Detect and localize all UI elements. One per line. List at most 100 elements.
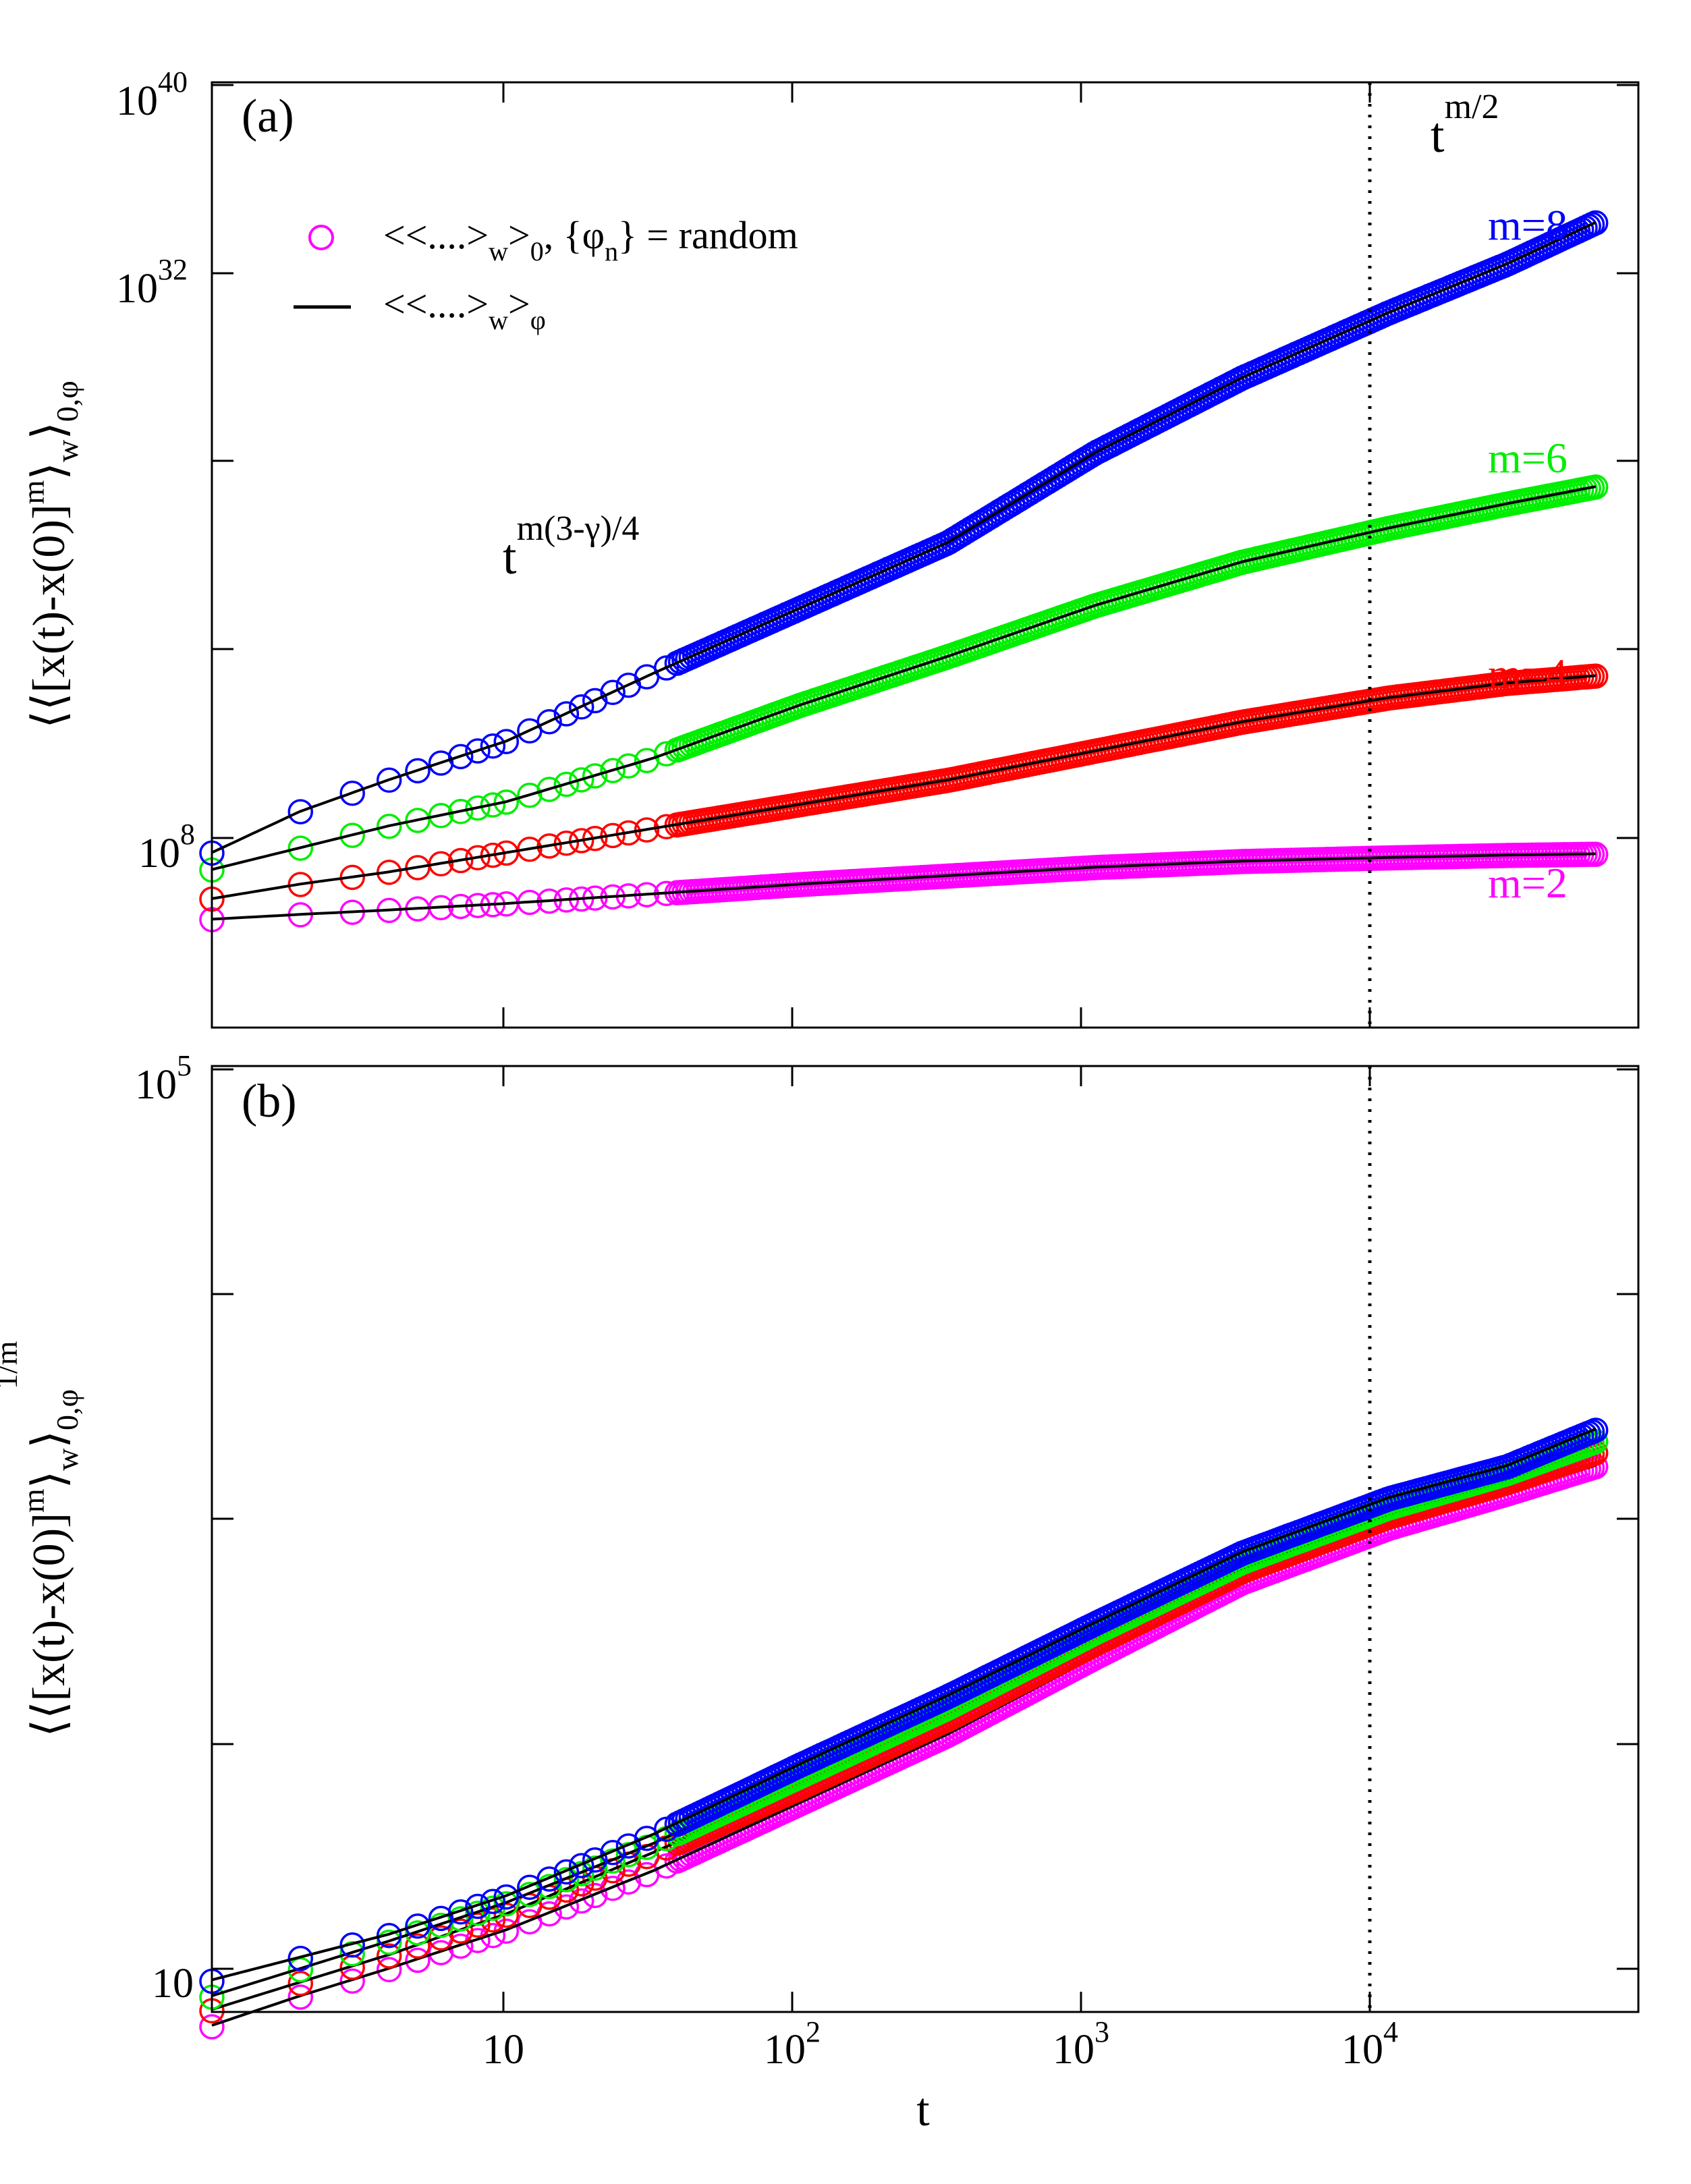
data-point-m8 bbox=[287, 799, 314, 824]
data-point-m6 bbox=[405, 808, 431, 833]
data-point-m4 bbox=[465, 1912, 491, 1938]
data-point-m4 bbox=[287, 872, 314, 897]
xtick-label: 102 bbox=[764, 2015, 821, 2073]
data-point-m8 bbox=[405, 758, 431, 784]
fit-line-m4 bbox=[211, 674, 1596, 900]
data-point-m6 bbox=[339, 822, 365, 848]
data-point-m6 bbox=[405, 1920, 431, 1946]
data-point-m6 bbox=[517, 782, 543, 808]
panel-b-ylabel: ⟨⟨[x(t)-x(0)]m⟩w⟩0,φ1/m bbox=[0, 1341, 84, 1737]
data-point-m8 bbox=[493, 729, 520, 754]
fit-line-m6 bbox=[211, 485, 1597, 871]
data-point-m6 bbox=[568, 767, 594, 793]
data-point-m6 bbox=[536, 1874, 562, 1899]
data-point-m8 bbox=[615, 1833, 642, 1859]
fit-line-m8 bbox=[211, 1428, 1597, 1982]
panel-a: 1040 1032 108 (a) <<....>w>0, {φn} = ran… bbox=[16, 65, 1640, 1029]
data-point-m6 bbox=[568, 1861, 594, 1886]
panel-a-data-marks bbox=[199, 210, 1609, 932]
legend-marker-circle bbox=[308, 225, 334, 250]
data-point-m4 bbox=[615, 820, 642, 846]
data-point-m2 bbox=[287, 1984, 314, 2010]
panel-a-label: (a) bbox=[242, 90, 294, 142]
data-point-m8 bbox=[582, 1847, 608, 1873]
data-point-m6 bbox=[553, 771, 580, 797]
panel-a-ytick-label: 1032 bbox=[116, 253, 188, 312]
panel-b-ytick-label: 10 bbox=[152, 1961, 194, 2007]
series-label-m4: m=4 bbox=[1488, 650, 1568, 698]
panel-a-ylabel: ⟨⟨[x(t)-x(0)]m⟩w⟩0,φ bbox=[16, 381, 84, 729]
data-point-m6 bbox=[582, 763, 608, 789]
data-point-m4 bbox=[447, 847, 474, 874]
data-point-m4 bbox=[634, 817, 660, 843]
data-point-m8 bbox=[553, 701, 580, 727]
data-point-m8 bbox=[553, 1859, 580, 1885]
panel-b-label: (b) bbox=[242, 1075, 297, 1127]
panel-a-ytick-label: 1040 bbox=[116, 65, 188, 124]
annotation-slope-early: tm(3-γ)/4 bbox=[503, 509, 639, 585]
series-m8-circles bbox=[199, 1418, 1609, 1994]
data-point-m6 bbox=[376, 1930, 402, 1955]
data-point-m2 bbox=[339, 1968, 365, 1994]
legend-label-phase-average: <<....>w>φ bbox=[383, 282, 546, 335]
data-point-m8 bbox=[339, 780, 365, 806]
data-point-m2 bbox=[405, 1947, 431, 1973]
data-point-m4 bbox=[480, 842, 506, 868]
panel-a-x-ticks bbox=[502, 82, 1371, 1028]
data-point-m8 bbox=[493, 1884, 520, 1910]
data-point-m6 bbox=[447, 799, 474, 824]
panel-b: 105 10 10 102 103 104 t (b) ⟨⟨[x(t)-x(0)… bbox=[0, 1049, 1640, 2136]
data-point-m8 bbox=[287, 1945, 314, 1971]
data-point-m8 bbox=[536, 708, 562, 735]
data-point-m8 bbox=[568, 1853, 594, 1878]
data-point-m4 bbox=[553, 830, 580, 856]
data-point-m4 bbox=[376, 1943, 402, 1969]
data-point-m6 bbox=[600, 758, 626, 783]
series-label-m6: m=6 bbox=[1488, 434, 1568, 482]
data-point-m6 bbox=[493, 789, 520, 815]
data-point-m6 bbox=[428, 803, 454, 829]
data-point-m4 bbox=[287, 1970, 314, 1996]
series-m6-circles bbox=[199, 474, 1609, 883]
data-point-m8 bbox=[376, 1922, 402, 1949]
data-point-m6 bbox=[1582, 474, 1609, 500]
data-point-m2 bbox=[376, 1957, 402, 1983]
fit-line-m2 bbox=[211, 852, 1596, 921]
xtick-label: 103 bbox=[1053, 2015, 1109, 2073]
data-point-m6 bbox=[465, 795, 491, 821]
data-point-m6 bbox=[600, 1848, 626, 1874]
annotation-slope-late: tm/2 bbox=[1431, 88, 1499, 163]
data-point-m6 bbox=[493, 1891, 520, 1917]
data-point-m4 bbox=[582, 825, 608, 851]
x-axis-label: t bbox=[916, 2084, 930, 2136]
xtick-label: 10 bbox=[482, 2027, 524, 2073]
data-point-m4 bbox=[405, 1933, 431, 1959]
legend: <<....>w>0, {φn} = random <<....>w>φ bbox=[294, 213, 798, 335]
panel-b-data-marks bbox=[199, 1418, 1609, 2040]
data-point-m8 bbox=[536, 1866, 562, 1892]
data-point-m4 bbox=[447, 1918, 474, 1944]
fit-line-m8 bbox=[211, 221, 1597, 854]
data-point-m6 bbox=[582, 1855, 608, 1881]
data-point-m4 bbox=[465, 845, 491, 871]
data-point-m8 bbox=[480, 733, 506, 759]
data-point-m6 bbox=[339, 1940, 365, 1967]
panel-b-y-ticks bbox=[212, 1068, 1638, 1970]
series-m4-circles bbox=[199, 663, 1609, 912]
data-point-m6 bbox=[376, 813, 402, 839]
panel-a-y-ticks bbox=[212, 84, 1638, 839]
data-point-m6 bbox=[447, 1906, 474, 1932]
data-point-m6 bbox=[480, 792, 506, 818]
data-point-m8 bbox=[600, 1839, 626, 1866]
series-label-m8: m=8 bbox=[1488, 201, 1568, 249]
data-point-m4 bbox=[536, 833, 562, 859]
data-point-m8 bbox=[447, 744, 474, 770]
series-m8-circles bbox=[199, 210, 1609, 866]
data-point-m6 bbox=[553, 1867, 580, 1893]
data-point-m6 bbox=[615, 753, 642, 779]
data-point-m8 bbox=[1582, 1418, 1609, 1443]
data-point-m8 bbox=[376, 767, 402, 793]
panel-b-ytick-label: 105 bbox=[135, 1049, 192, 1108]
data-point-m4 bbox=[480, 1907, 506, 1933]
